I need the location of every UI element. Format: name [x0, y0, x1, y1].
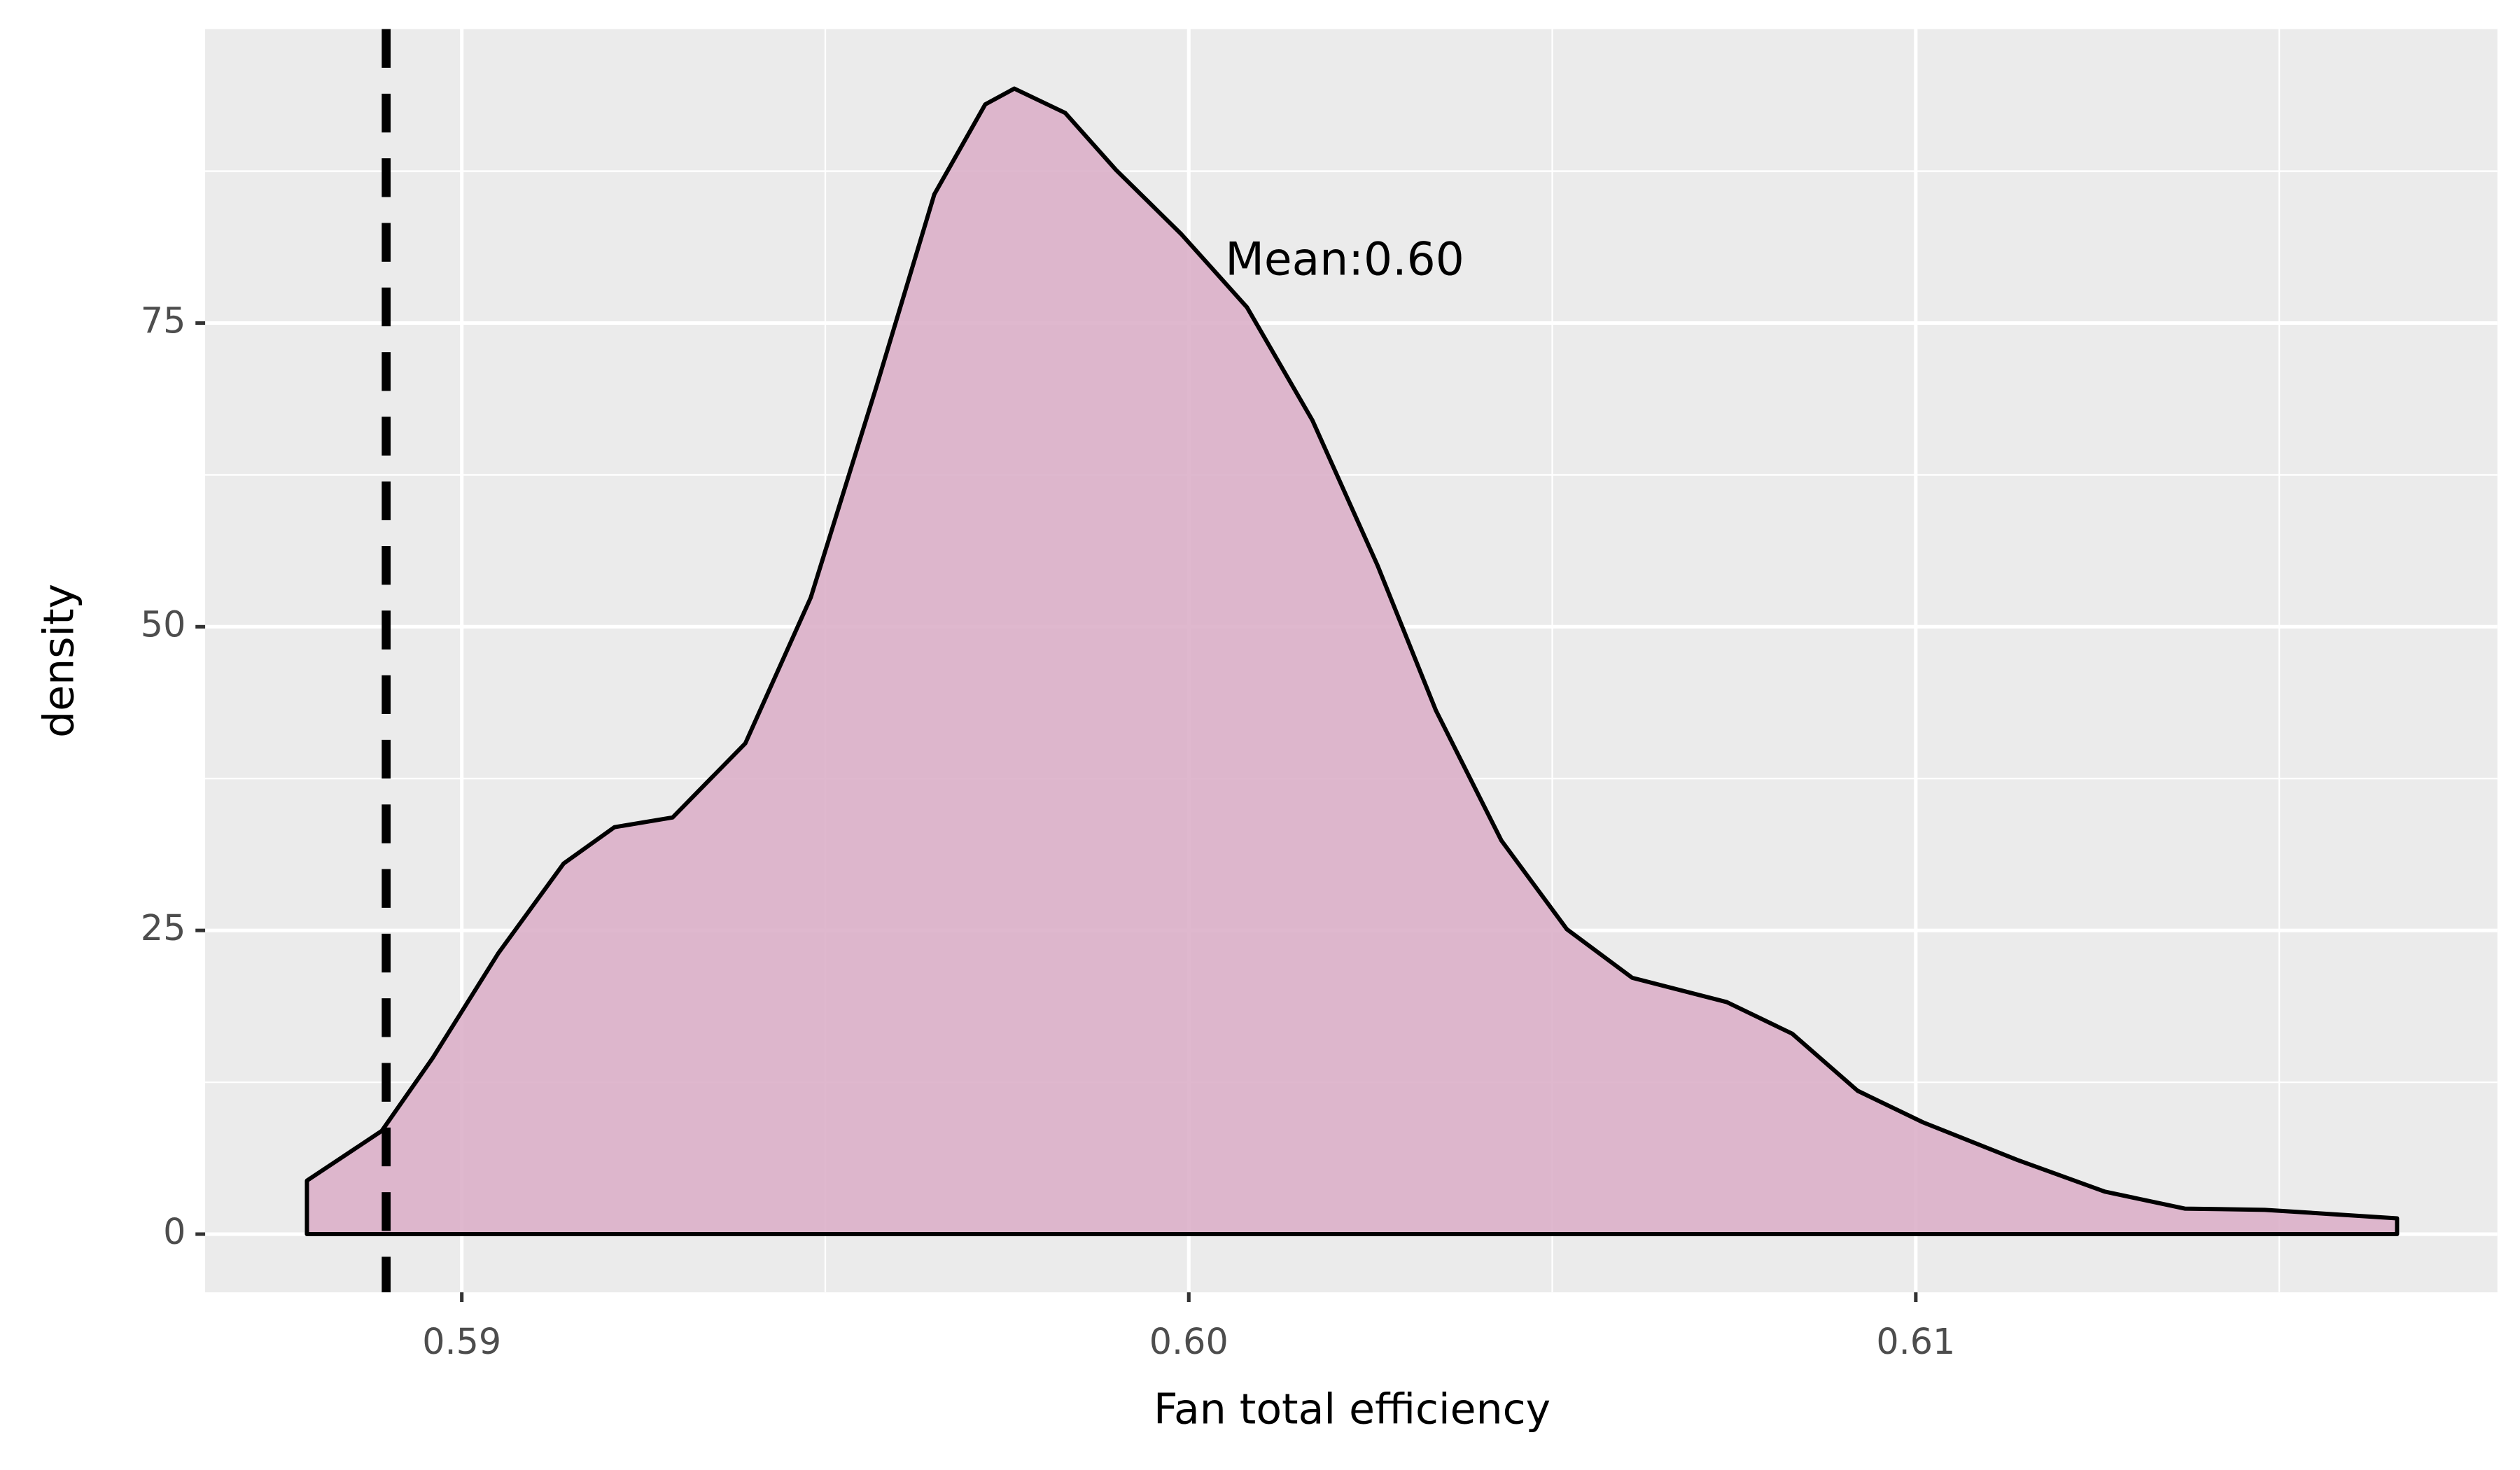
- y-tick-label: 25: [141, 907, 186, 948]
- x-tick-label: 0.59: [422, 1321, 501, 1362]
- y-tick-label: 50: [141, 603, 186, 645]
- density-area: [304, 86, 2400, 1237]
- x-tick-label: 0.60: [1149, 1321, 1228, 1362]
- y-tick-label: 0: [163, 1211, 186, 1252]
- mean-label: Mean:0.60: [1225, 233, 1464, 286]
- y-axis-title: density: [34, 584, 83, 738]
- y-tick-label: 75: [141, 300, 186, 341]
- x-tick-label: 0.61: [1876, 1321, 1955, 1362]
- axes: 0.59 0.60 0.61 0 25 50 75: [141, 300, 1956, 1362]
- marks: Mean:0.60: [304, 29, 2400, 1293]
- x-axis-title: Fan total efficiency: [1154, 1385, 1550, 1434]
